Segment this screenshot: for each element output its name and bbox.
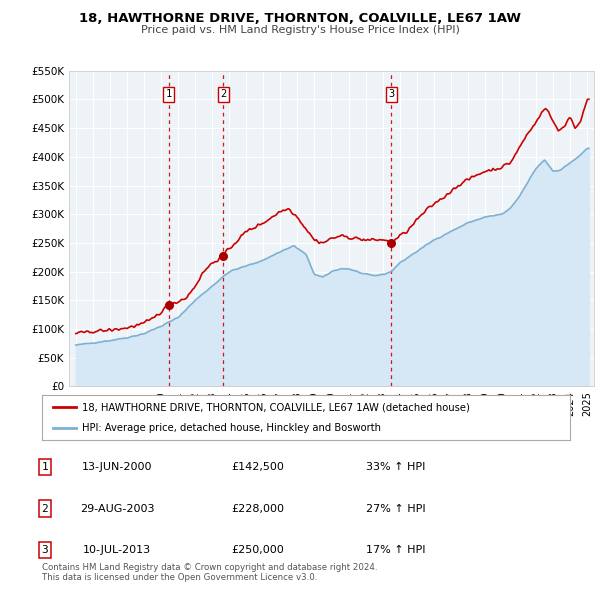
Text: 3: 3	[41, 545, 49, 555]
Text: 27% ↑ HPI: 27% ↑ HPI	[366, 504, 426, 513]
Text: 3: 3	[388, 90, 395, 100]
Text: 17% ↑ HPI: 17% ↑ HPI	[366, 545, 426, 555]
Text: Contains HM Land Registry data © Crown copyright and database right 2024.: Contains HM Land Registry data © Crown c…	[42, 563, 377, 572]
Text: 18, HAWTHORNE DRIVE, THORNTON, COALVILLE, LE67 1AW: 18, HAWTHORNE DRIVE, THORNTON, COALVILLE…	[79, 12, 521, 25]
Text: 29-AUG-2003: 29-AUG-2003	[80, 504, 154, 513]
Text: £228,000: £228,000	[232, 504, 284, 513]
Text: 33% ↑ HPI: 33% ↑ HPI	[367, 463, 425, 472]
Text: 2: 2	[41, 504, 49, 513]
Text: £142,500: £142,500	[232, 463, 284, 472]
Text: 1: 1	[41, 463, 49, 472]
Text: This data is licensed under the Open Government Licence v3.0.: This data is licensed under the Open Gov…	[42, 573, 317, 582]
Text: £250,000: £250,000	[232, 545, 284, 555]
Text: 2: 2	[220, 90, 227, 100]
Text: 18, HAWTHORNE DRIVE, THORNTON, COALVILLE, LE67 1AW (detached house): 18, HAWTHORNE DRIVE, THORNTON, COALVILLE…	[82, 402, 469, 412]
Text: Price paid vs. HM Land Registry's House Price Index (HPI): Price paid vs. HM Land Registry's House …	[140, 25, 460, 35]
Text: 13-JUN-2000: 13-JUN-2000	[82, 463, 152, 472]
Text: HPI: Average price, detached house, Hinckley and Bosworth: HPI: Average price, detached house, Hinc…	[82, 422, 380, 432]
Text: 1: 1	[166, 90, 172, 100]
Text: 10-JUL-2013: 10-JUL-2013	[83, 545, 151, 555]
